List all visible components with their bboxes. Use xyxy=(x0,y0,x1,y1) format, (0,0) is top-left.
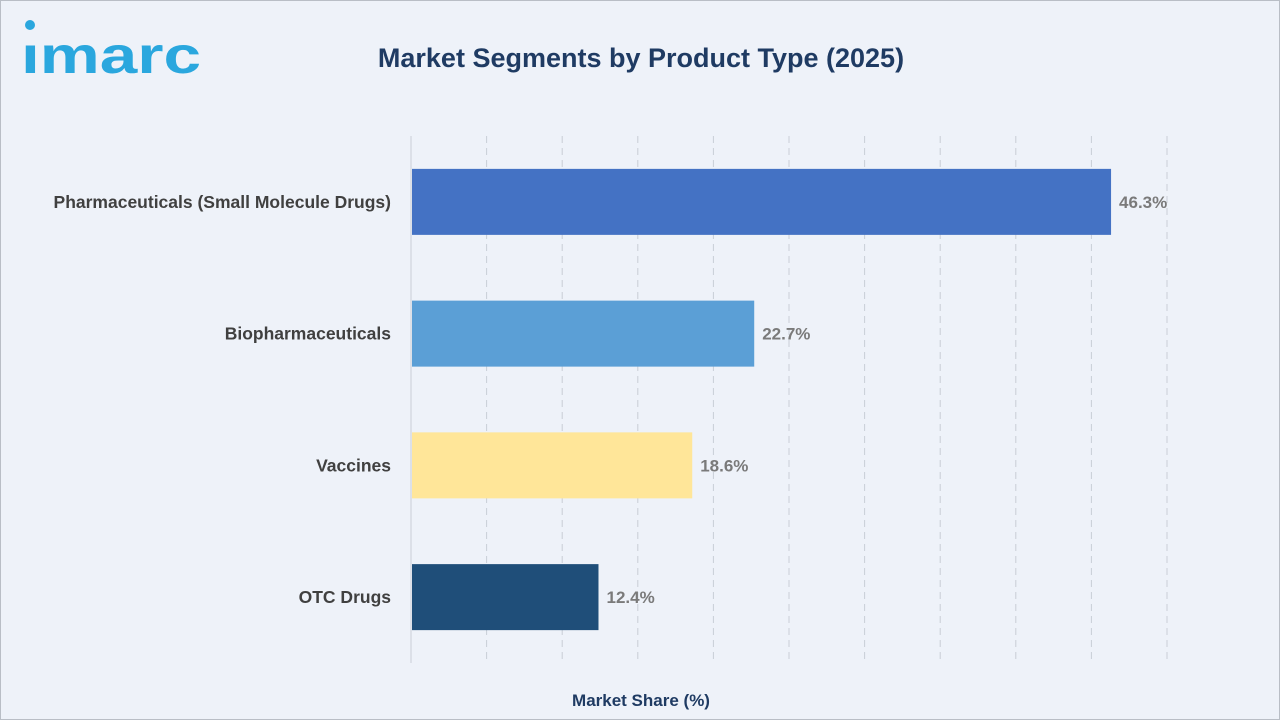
value-label: 22.7% xyxy=(762,325,810,344)
value-label: 46.3% xyxy=(1119,193,1167,212)
bar xyxy=(412,300,755,367)
x-axis-title: Market Share (%) xyxy=(572,691,710,710)
value-label: 18.6% xyxy=(700,456,748,475)
category-label: OTC Drugs xyxy=(299,587,392,607)
chart-title: Market Segments by Product Type (2025) xyxy=(377,43,905,73)
value-label: 12.4% xyxy=(606,588,654,607)
bar xyxy=(412,432,693,499)
bar xyxy=(412,168,1112,235)
svg-text:ımarc: ımarc xyxy=(21,27,201,83)
imarc-logo: ımarc xyxy=(21,20,201,83)
category-label: Biopharmaceuticals xyxy=(225,324,392,344)
category-label: Vaccines xyxy=(316,455,391,475)
bar xyxy=(412,564,599,631)
category-label: Pharmaceuticals (Small Molecule Drugs) xyxy=(54,192,391,212)
